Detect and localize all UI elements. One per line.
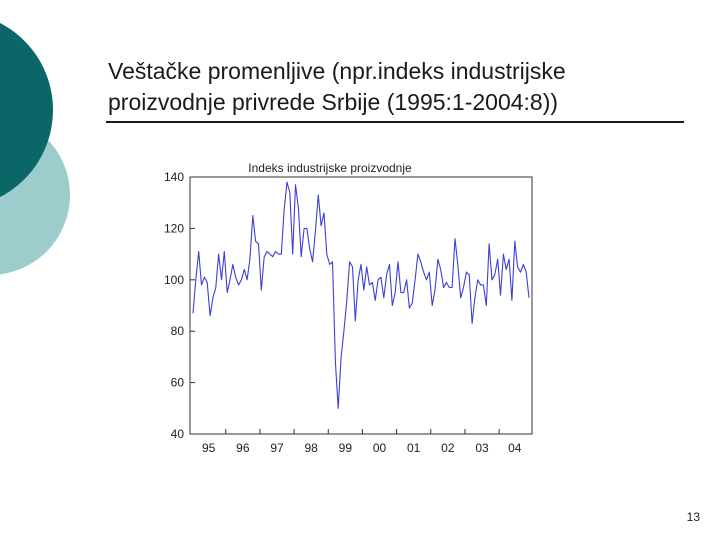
y-axis: 40 60 80 100 120 140: [164, 170, 195, 441]
y-tick-label-120: 120: [164, 221, 184, 235]
line-chart: Indeks industrijske proizvodnje 40 60 80 10…: [145, 150, 545, 460]
y-tick-label-140: 140: [164, 170, 184, 184]
slide-title: Veštačke promenljive (npr.indeks industr…: [108, 56, 698, 118]
series-line-industrial-index: [192, 181, 530, 409]
page-number: 13: [686, 510, 700, 524]
x-tick-label-04: 04: [508, 441, 522, 455]
x-tick-label-98: 98: [304, 441, 318, 455]
x-tick-label-95: 95: [202, 441, 216, 455]
x-tick-label-01: 01: [407, 441, 421, 455]
dark-teal-circle: [0, 22, 53, 198]
chart-canvas: Indeks industrijske proizvodnje 40 60 80 10…: [145, 150, 545, 460]
x-tick-label-03: 03: [475, 441, 489, 455]
x-tick-label-00: 00: [373, 441, 387, 455]
y-tick-label-60: 60: [171, 376, 185, 390]
x-tick-label-99: 99: [339, 441, 353, 455]
x-tick-label-96: 96: [236, 441, 250, 455]
plot-frame: [189, 176, 533, 435]
title-underline: [106, 121, 684, 123]
decorative-circles: [0, 0, 80, 300]
x-tick-label-02: 02: [441, 441, 455, 455]
y-tick-label-80: 80: [171, 324, 185, 338]
x-tick-label-97: 97: [270, 441, 284, 455]
slide-title-line-1: Veštačke promenljive (npr.indeks industr…: [108, 58, 566, 84]
y-tick-label-100: 100: [164, 273, 184, 287]
slide-title-line-2: proizvodnje privrede Srbije (1995:1-2004…: [108, 89, 559, 115]
chart-title: Indeks industrijske proizvodnje: [248, 161, 412, 175]
y-tick-label-40: 40: [171, 427, 185, 441]
x-axis: 95 96 97 98 99 00 01 02 03 04: [202, 429, 522, 455]
chart-background: [145, 150, 545, 460]
